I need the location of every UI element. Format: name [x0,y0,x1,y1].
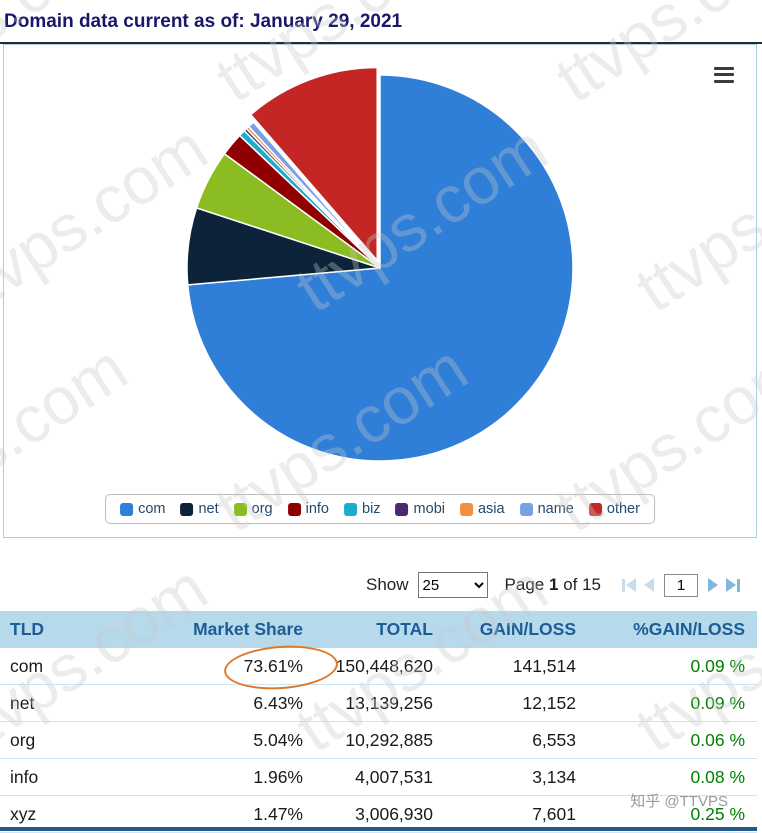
tld-table: TLD Market Share TOTAL GAIN/LOSS %GAIN/LOSS … [0,611,757,833]
legend-label: asia [477,501,505,517]
previous-page-button[interactable] [644,578,654,592]
legend-label: name [537,501,574,517]
cell-tld: info [0,758,100,796]
pie-slice-com[interactable] [186,74,574,462]
table-row-org: org 5.04% 10,292,885 6,553 0.06 % [0,721,757,759]
cell-total: 3,006,930 [315,795,445,833]
cell-gain-loss: 141,514 [445,648,588,685]
cell-total: 10,292,885 [315,721,445,759]
column-header--gain-loss[interactable]: %GAIN/LOSS [588,611,757,648]
table-controls: Show 25 Page 1 of 15 [0,538,762,611]
legend-item-info[interactable]: info [287,501,329,517]
cell-total: 13,139,256 [315,684,445,722]
cell-gain-loss: 3,134 [445,758,588,796]
legend-label: mobi [413,501,445,517]
legend-label: other [606,501,640,517]
legend-swatch-icon [459,502,473,516]
pie-slice-name[interactable] [247,121,381,269]
table-row-com: com 73.61% 150,448,620 141,514 0.09 % [0,648,757,685]
legend-item-asia[interactable]: asia [459,501,505,517]
first-page-button[interactable] [622,578,636,592]
cell-tld: com [0,648,100,685]
cell-gain-loss: 12,152 [445,684,588,722]
legend-item-com[interactable]: com [120,501,165,517]
next-page-button[interactable] [708,578,718,592]
table-row-info: info 1.96% 4,007,531 3,134 0.08 % [0,758,757,796]
cell-tld: org [0,721,100,759]
cell-tld: net [0,684,100,722]
page-title: Domain data current as of: January 29, 2… [0,0,762,44]
cell-pct-gain-loss: 0.09 % [588,648,757,685]
cell-pct-gain-loss: 0.06 % [588,721,757,759]
cell-gain-loss: 7,601 [445,795,588,833]
pagination [622,573,740,597]
legend-label: info [305,501,329,517]
previous-page-icon [644,578,654,592]
last-page-button[interactable] [726,578,740,592]
legend-label: net [198,501,219,517]
page-current: 1 [548,575,559,594]
legend-swatch-icon [180,502,194,516]
page-word: Page [504,575,545,594]
legend-swatch-icon [395,502,409,516]
page-size-select[interactable]: 25 [417,572,488,598]
legend-swatch-icon [344,502,357,516]
legend-item-mobi[interactable]: mobi [395,501,445,517]
last-page-icon [737,578,740,592]
show-label: Show [366,575,409,594]
legend-label: org [251,501,273,517]
last-page-arrow-icon [726,578,736,592]
cell-total: 4,007,531 [315,758,445,796]
page-of: of 15 [563,575,601,594]
table-body: com 73.61% 150,448,620 141,514 0.09 % net 6.43… [0,648,757,833]
cell-market-share: 6.43% [100,684,315,722]
pie-chart-svg[interactable] [180,68,580,468]
first-page-arrow-icon [626,578,636,592]
chart-menu-button[interactable] [712,61,736,88]
chart-container: com net org info biz mobi asia name other [3,44,757,538]
cell-pct-gain-loss: 0.09 % [588,684,757,722]
cell-pct-gain-loss: 0.08 % [588,758,757,796]
cell-gain-loss: 6,553 [445,721,588,759]
legend-swatch-icon [588,502,602,516]
table-header-row: TLD Market Share TOTAL GAIN/LOSS %GAIN/LOSS [0,611,757,648]
legend-item-biz[interactable]: biz [344,501,381,517]
legend-item-net[interactable]: net [180,501,219,517]
legend-item-name[interactable]: name [519,501,574,517]
legend-swatch-icon [120,502,134,516]
legend-label: com [138,501,166,517]
first-page-icon [622,578,625,592]
cell-market-share: 73.61% [100,648,315,685]
column-header-total[interactable]: TOTAL [315,611,445,648]
page-indicator: Page 1 of 15 [505,575,601,595]
cell-total: 150,448,620 [315,648,445,685]
hamburger-icon [714,66,734,83]
legend-swatch-icon [233,502,247,516]
next-page-icon [708,578,718,592]
pie-slice-other[interactable] [249,68,378,263]
chart-legend: com net org info biz mobi asia name other [105,494,655,524]
legend-label: biz [362,501,381,517]
column-header-tld[interactable]: TLD [0,611,100,648]
legend-swatch-icon [287,502,301,516]
legend-swatch-icon [519,502,533,516]
table-row-net: net 6.43% 13,139,256 12,152 0.09 % [0,684,757,722]
column-header-market-share[interactable]: Market Share [100,611,315,648]
cell-market-share: 5.04% [100,721,315,759]
legend-item-other[interactable]: other [588,501,640,517]
bottom-bar [0,827,757,831]
pie-chart [4,68,756,468]
page-number-input[interactable] [664,573,698,597]
credit-watermark: 知乎 @TTVPS [630,793,728,810]
column-header-gain-loss[interactable]: GAIN/LOSS [445,611,588,648]
cell-market-share: 1.96% [100,758,315,796]
legend-item-org[interactable]: org [233,501,273,517]
